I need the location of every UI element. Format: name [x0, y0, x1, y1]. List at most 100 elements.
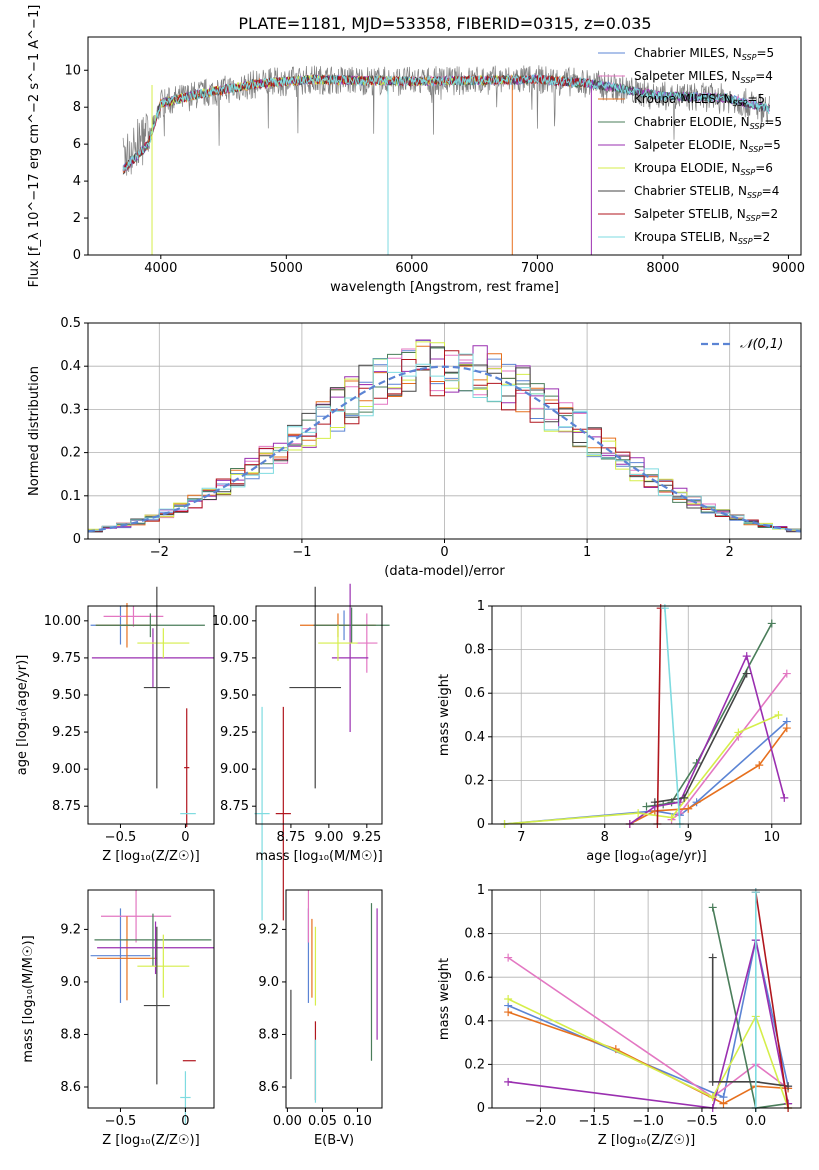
axes-frame [285, 889, 383, 1109]
weight-point [755, 761, 764, 770]
legend-entry: Salpeter STELIB, NSSP=2 [634, 207, 778, 223]
weight-point [634, 809, 643, 818]
plot-layer: 4000 5000 6000 7000 8000 90000246810wavelengt… [15, 5, 805, 1148]
axes-frame [87, 36, 802, 256]
y-tick-label: 0.3 [60, 402, 81, 417]
weight-point [742, 652, 751, 661]
x-tick-label: 8 [601, 830, 609, 845]
weight-point [734, 728, 743, 737]
weight-point [684, 804, 693, 813]
x-tick-label: 0.00 [273, 1114, 302, 1129]
y-tick-label: 9.2 [60, 922, 81, 937]
x-tick-label: 9.00 [314, 830, 343, 845]
y-axis-label: mass [log₁₀(M/M☉)] [21, 935, 36, 1062]
model-spectrum-8 [122, 73, 770, 172]
x-axis-label: Z [log₁₀(Z/Z☉)] [102, 849, 199, 864]
x-tick-label: −1.5 [578, 1114, 610, 1129]
y-tick-label: 0.4 [464, 1014, 485, 1029]
axes-frame [255, 605, 383, 825]
weight-point [782, 669, 791, 678]
weight-point [680, 793, 689, 802]
weight-series-3 [646, 623, 773, 808]
y-tick-label: 0 [73, 248, 81, 263]
weight-point [708, 953, 717, 962]
y-tick-label: 0.4 [464, 730, 485, 745]
x-tick-label: 0 [181, 1114, 189, 1129]
x-tick-label: 10 [763, 830, 780, 845]
weight-point [708, 1093, 717, 1102]
x-axis-label: age [log₁₀(age/yr)] [586, 849, 707, 864]
x-axis-label: mass [log₁₀(M/M☉)] [255, 849, 382, 864]
weight-series-8 [664, 608, 681, 825]
y-tick-label: 9.2 [258, 922, 279, 937]
y-tick-label: 9.25 [52, 725, 81, 740]
x-tick-label: −1 [292, 545, 311, 560]
y-axis-label: Flux [f_λ 10^−17 erg cm^−2 s^−1 A^−1] [27, 5, 42, 288]
x-tick-label: 0 [440, 545, 448, 560]
y-tick-label: 0.2 [464, 773, 485, 788]
y-tick-label: 8.6 [258, 1080, 279, 1095]
y-tick-label: 1 [477, 883, 485, 898]
axes-frame [87, 605, 215, 825]
weight-point [504, 953, 513, 962]
legend-entry: Chabrier MILES, NSSP=5 [634, 46, 774, 62]
x-tick-label: 2 [726, 545, 734, 560]
weight-series-4 [507, 939, 789, 1109]
y-tick-label: 0.1 [60, 489, 81, 504]
y-tick-label: 1 [477, 599, 485, 614]
y-tick-label: 9.50 [220, 688, 249, 703]
y-tick-label: 0 [477, 1101, 485, 1116]
y-axis-label: age [log₁₀(age/yr)] [15, 655, 30, 776]
y-tick-label: 0.4 [60, 359, 81, 374]
y-tick-label: 8 [73, 100, 81, 115]
y-tick-label: 8.75 [52, 799, 81, 814]
weight-point [660, 604, 669, 613]
x-tick-label: 9.25 [352, 830, 381, 845]
x-tick-label: 8.75 [276, 830, 305, 845]
y-tick-label: 0.8 [464, 927, 485, 942]
x-tick-label: 0.0 [745, 1114, 766, 1129]
x-axis-label: wavelength [Angstrom, rest frame] [330, 280, 559, 295]
y-tick-label: 0.2 [464, 1057, 485, 1072]
x-tick-label: 9 [684, 830, 692, 845]
weight-point [504, 995, 513, 1003]
axes-frame [491, 605, 802, 825]
weight-series-1 [671, 673, 788, 821]
legend-entry: Salpeter ELODIE, NSSP=5 [634, 138, 781, 154]
weight-point [742, 669, 751, 678]
legend-entry: Chabrier STELIB, NSSP=4 [634, 184, 779, 200]
weight-point [767, 619, 776, 628]
x-tick-label: 8000 [646, 261, 679, 276]
weight-point [675, 798, 684, 807]
x-axis-label: (data-model)/error [384, 564, 505, 579]
axes-frame [491, 889, 802, 1109]
x-tick-label: 0 [181, 830, 189, 845]
weight-series-4 [629, 653, 786, 825]
x-axis-label: Z [log₁₀(Z/Z☉)] [598, 1133, 695, 1148]
weight-point [774, 711, 783, 719]
weight-series-6 [711, 957, 789, 1087]
y-tick-label: 9.00 [220, 762, 249, 777]
y-tick-label: 0.5 [60, 316, 81, 331]
weight-point [708, 1077, 717, 1086]
weight-point [751, 888, 760, 897]
x-tick-label: −2 [150, 545, 169, 560]
x-tick-label: 0.10 [343, 1114, 372, 1129]
y-tick-label: 6 [73, 137, 81, 152]
weight-point [504, 1077, 513, 1086]
legend-entry: Salpeter MILES, NSSP=4 [634, 69, 773, 85]
figure-title: PLATE=1181, MJD=53358, FIBERID=0315, z=0… [238, 14, 651, 33]
y-tick-label: 10 [64, 63, 81, 78]
x-tick-label: −0.5 [105, 830, 137, 845]
y-tick-label: 0.6 [464, 686, 485, 701]
y-tick-label: 9.75 [220, 651, 249, 666]
weight-point [719, 1099, 728, 1108]
y-tick-label: 10.00 [212, 614, 249, 629]
weight-series-7 [755, 892, 789, 1109]
weight-series-5 [507, 998, 789, 1109]
x-tick-label: 1 [583, 545, 591, 560]
y-tick-label: 0.6 [464, 970, 485, 985]
x-tick-label: 4000 [144, 261, 177, 276]
y-axis-label: Normed distribution [27, 366, 42, 496]
y-tick-label: 9.75 [52, 651, 81, 666]
